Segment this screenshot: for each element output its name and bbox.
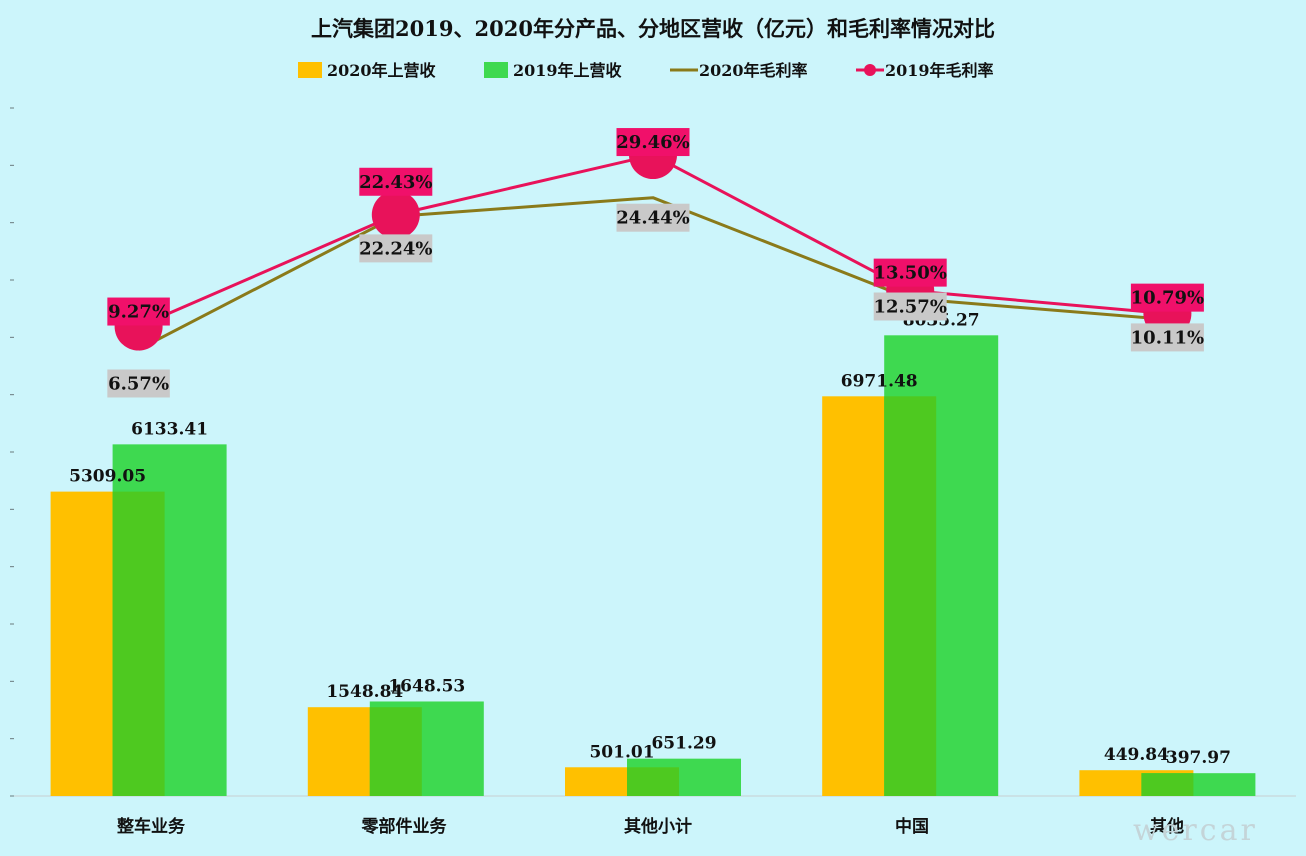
legend-label-2019-revenue: 2019年上营收 — [513, 61, 622, 80]
category-label: 整车业务 — [117, 816, 186, 837]
bar-overlap — [112, 491, 165, 796]
legend-label-2019-margin: 2019年毛利率 — [885, 61, 994, 80]
data-label-2019-margin: 10.79% — [1130, 283, 1204, 312]
data-label-2020-revenue: 6971.48 — [841, 371, 918, 391]
bar-overlap — [627, 767, 679, 796]
data-label-2020-margin-box — [616, 203, 690, 232]
data-label-2019-margin-box — [873, 258, 947, 287]
data-label-2020-revenue: 501.01 — [589, 742, 654, 762]
legend-label-2020-margin: 2020年毛利率 — [699, 61, 808, 80]
data-label-2019-margin-text: 29.46% — [616, 132, 689, 153]
data-label-2020-margin: 10.11% — [1130, 323, 1204, 352]
legend-marker-2019-margin — [864, 64, 876, 76]
data-label-2019-margin: 13.50% — [873, 258, 947, 287]
data-label-2020-margin-box — [359, 234, 433, 263]
data-label-2019-revenue: 6133.41 — [131, 419, 208, 439]
line-2020-margin — [137, 196, 1168, 351]
data-label-2019-margin-box — [107, 297, 170, 326]
data-label-2019-margin-text: 10.79% — [1131, 288, 1204, 309]
category-label: 其他小计 — [624, 816, 692, 837]
data-label-2019-margin-box — [1130, 283, 1204, 312]
data-label-2020-revenue: 449.84 — [1104, 745, 1169, 765]
data-label-2020-margin: 12.57% — [873, 292, 947, 321]
data-label-2019-margin-text: 13.50% — [873, 263, 946, 284]
category-label: 零部件业务 — [361, 816, 448, 837]
data-label-2020-margin-text: 24.44% — [616, 208, 689, 229]
data-label-2020-margin-box — [107, 369, 170, 398]
line-2019-margin — [138, 153, 1168, 328]
chart-title: 上汽集团2019、2020年分产品、分地区营收（亿元）和毛利率情况对比 — [311, 16, 995, 41]
data-label-2019-revenue: 1648.53 — [388, 676, 465, 696]
data-label-2020-margin: 22.24% — [359, 234, 433, 263]
data-label-2020-margin-text: 22.24% — [359, 238, 432, 259]
data-label-2020-margin-text: 6.57% — [108, 373, 169, 394]
data-label-2020-revenue: 5309.05 — [69, 467, 146, 487]
data-label-2019-revenue: 397.97 — [1166, 748, 1231, 768]
data-label-2020-margin-text: 12.57% — [873, 297, 946, 318]
data-label-2020-margin: 6.57% — [107, 369, 170, 398]
data-label-2019-margin: 22.43% — [359, 167, 433, 196]
data-label-2020-margin: 24.44% — [616, 203, 690, 232]
bar-overlap — [884, 396, 937, 796]
category-label: 中国 — [895, 816, 929, 837]
bar-overlap — [1141, 773, 1194, 796]
data-label-2019-margin-box — [616, 128, 690, 157]
bar-overlap — [369, 707, 422, 796]
data-label-2020-margin-box — [1130, 323, 1204, 352]
data-label-2019-margin-text: 9.27% — [108, 302, 169, 323]
data-label-2020-margin-box — [873, 292, 947, 321]
data-label-2019-margin: 9.27% — [107, 297, 170, 326]
data-label-2019-revenue: 651.29 — [651, 734, 716, 754]
data-label-2020-revenue: 1548.84 — [326, 682, 403, 702]
category-label: 其他 — [1150, 816, 1184, 837]
legend-swatch-2019-revenue — [484, 62, 508, 78]
data-label-2019-margin: 29.46% — [616, 128, 690, 157]
marker-2019-margin — [371, 190, 420, 239]
legend: 2020年上营收 2019年上营收 2020年毛利率 2019年毛利率 — [298, 61, 994, 80]
legend-label-2020-revenue: 2020年上营收 — [327, 61, 436, 80]
watermark: wercar — [1133, 813, 1258, 848]
data-label-2019-margin-text: 22.43% — [359, 172, 432, 193]
data-label-2020-margin-text: 10.11% — [1131, 327, 1204, 348]
legend-swatch-2020-revenue — [298, 62, 322, 78]
data-label-2019-margin-box — [359, 167, 433, 196]
